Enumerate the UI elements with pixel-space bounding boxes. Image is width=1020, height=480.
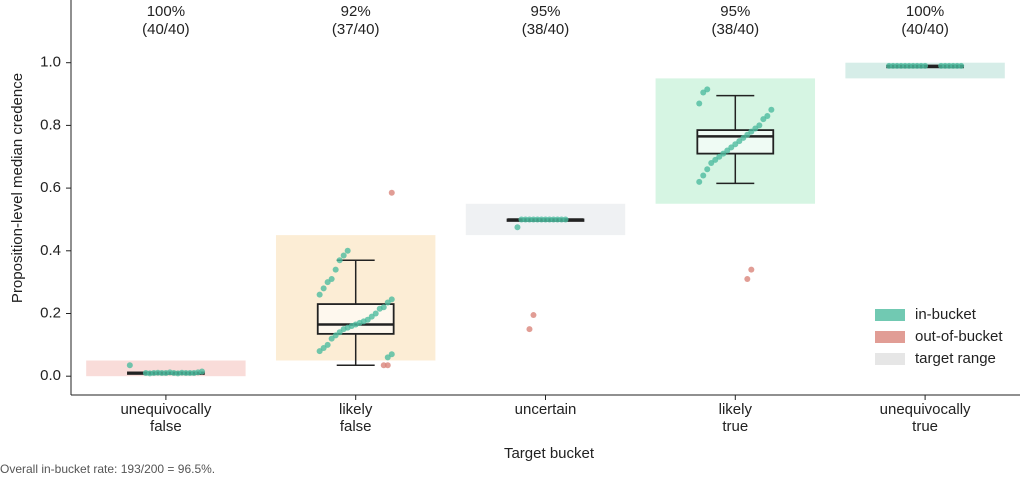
x-tick-label: false <box>150 418 182 435</box>
x-tick-label: unequivocally <box>120 401 211 418</box>
point <box>380 362 387 369</box>
point <box>530 312 537 319</box>
point <box>748 266 755 273</box>
point <box>704 166 711 173</box>
x-axis-label: Target bucket <box>504 445 595 462</box>
point <box>938 62 945 69</box>
x-tick-label: false <box>340 418 372 435</box>
y-tick-label: 0.0 <box>40 367 61 384</box>
point <box>700 172 707 179</box>
legend-label: out-of-bucket <box>915 328 1003 345</box>
annotation: (38/40) <box>712 21 760 38</box>
annotation: 92% <box>341 3 371 20</box>
y-tick-label: 1.0 <box>40 54 61 71</box>
point <box>384 354 391 361</box>
y-tick-label: 0.4 <box>40 242 61 259</box>
point <box>744 276 751 283</box>
x-tick-label: likely <box>339 401 373 418</box>
x-tick-label: true <box>912 418 938 435</box>
point <box>328 335 335 342</box>
x-tick-label: likely <box>719 401 753 418</box>
point <box>126 362 133 369</box>
annotation: 95% <box>530 3 560 20</box>
point <box>344 247 351 254</box>
y-axis-label: Proposition-level median credence <box>9 73 26 303</box>
legend-label: target range <box>915 350 996 367</box>
point <box>340 252 347 259</box>
point <box>324 279 331 286</box>
point <box>336 257 343 264</box>
point <box>388 189 395 196</box>
point <box>514 224 521 231</box>
footnote: Overall in-bucket rate: 193/200 = 96.5%. <box>0 462 215 476</box>
target-range <box>86 360 246 377</box>
point <box>696 178 703 185</box>
point <box>384 299 391 306</box>
x-tick-label: true <box>722 418 748 435</box>
point <box>708 160 715 167</box>
y-tick-label: 0.6 <box>40 179 61 196</box>
legend-label: in-bucket <box>915 306 977 323</box>
y-tick-label: 0.2 <box>40 304 61 321</box>
point <box>768 106 775 113</box>
point <box>518 216 525 223</box>
x-tick-label: unequivocally <box>880 401 971 418</box>
point <box>320 285 327 292</box>
point <box>700 89 707 96</box>
point <box>886 62 893 69</box>
point <box>526 326 533 333</box>
legend-swatch <box>875 353 905 365</box>
annotation: 100% <box>906 3 944 20</box>
annotation: (38/40) <box>522 21 570 38</box>
legend-swatch <box>875 309 905 321</box>
annotation: 100% <box>147 3 185 20</box>
point <box>316 348 323 355</box>
legend-swatch <box>875 331 905 343</box>
y-tick-label: 0.8 <box>40 116 61 133</box>
annotation: 95% <box>720 3 750 20</box>
point <box>696 100 703 107</box>
point <box>142 370 149 377</box>
target-range <box>845 62 1005 79</box>
annotation: (37/40) <box>332 21 380 38</box>
point <box>376 305 383 312</box>
x-tick-label: uncertain <box>515 401 577 418</box>
annotation: (40/40) <box>142 21 190 38</box>
point <box>332 266 339 273</box>
annotation: (40/40) <box>901 21 949 38</box>
point <box>760 116 767 123</box>
point <box>316 291 323 298</box>
